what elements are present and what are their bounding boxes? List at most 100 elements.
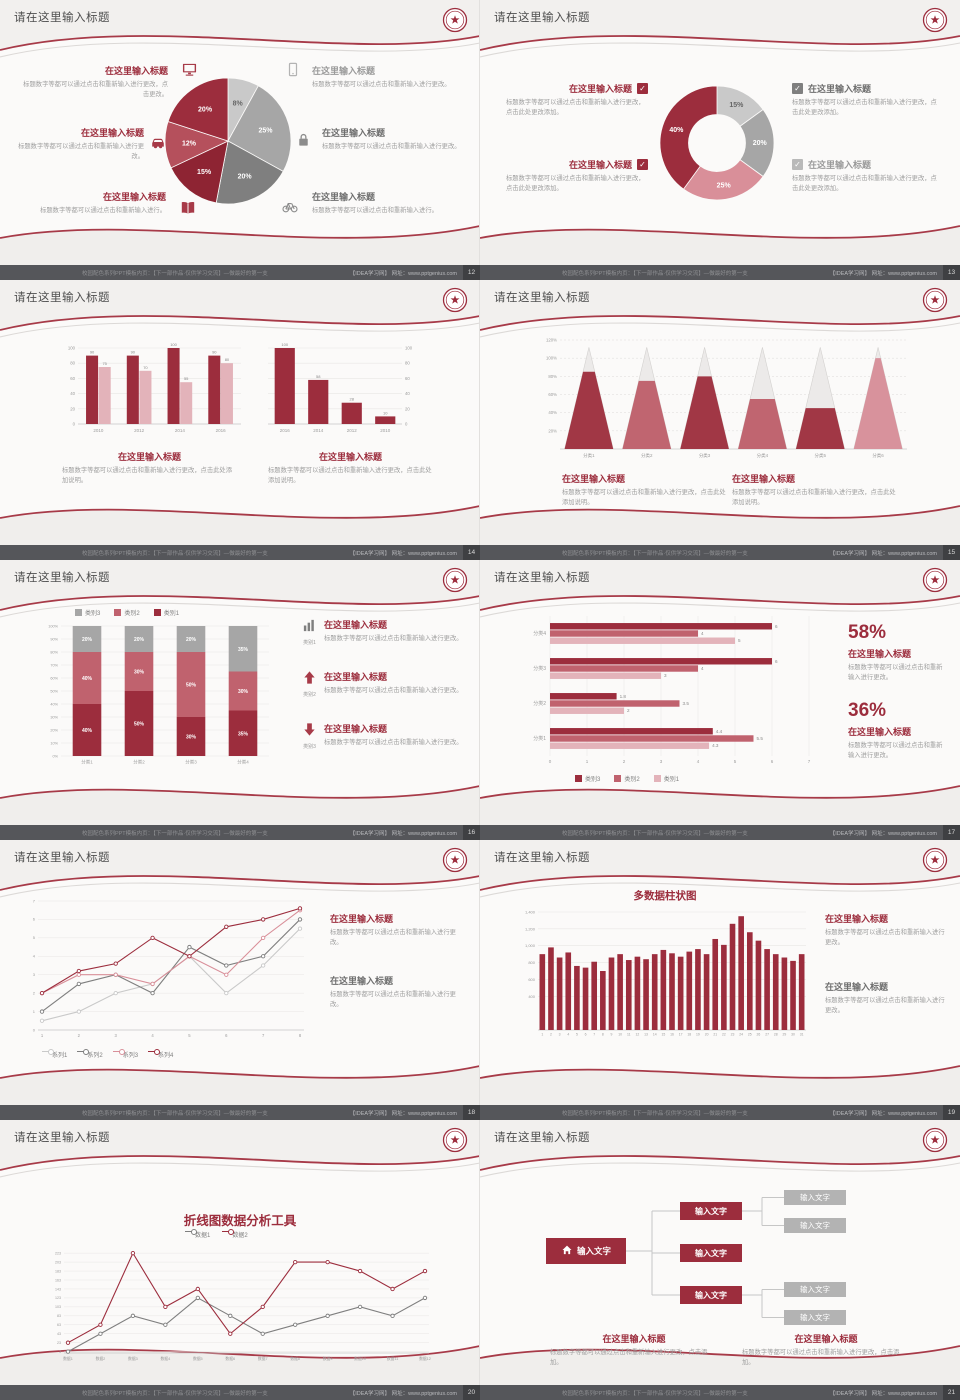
feature-icon-wrap: 类别1 [302, 618, 317, 646]
slide-17-hbar-stats: 请在这里输入标题 0 1 2 3 4 5 6 7 分类4 6 4 5 分类3 6 4 3 分类2 1.8 3.5 2 分… [479, 559, 960, 841]
svg-text:25%: 25% [717, 182, 732, 189]
svg-text:数据10: 数据10 [354, 1356, 366, 1361]
footer-right-text: 【IDEA学习网】 网址：www.pptgenius.com [829, 550, 937, 557]
svg-text:4: 4 [33, 954, 36, 959]
slide-footer: 校园配色系列PPT模板内页：【下一部作品·仅供学习交流】—做最好的第一支 【ID… [0, 825, 480, 840]
item-title: 在这里输入标题 [322, 128, 386, 138]
feature-item: 类别2 在这里输入标题 标题数字等都可以通过点击和重新输入进行更改。 [302, 670, 472, 698]
svg-text:3: 3 [115, 1033, 118, 1038]
legend-swatch [114, 609, 122, 616]
svg-text:2012: 2012 [347, 428, 358, 433]
item-title: 在这里输入标题 [324, 620, 388, 630]
svg-text:分类2: 分类2 [133, 759, 145, 766]
svg-text:100: 100 [405, 346, 413, 351]
svg-text:2014: 2014 [175, 428, 186, 433]
diagram-leaf-node: 输入文字 [784, 1190, 846, 1205]
svg-text:30%: 30% [186, 735, 197, 741]
school-seal-logo [922, 567, 948, 593]
item-title: 在这里输入标题 [80, 128, 144, 138]
svg-text:数据2: 数据2 [96, 1356, 106, 1361]
text-block: 在这里输入标题 标题数字等都可以通过点击和重新输入进行更改，点击此处添加说明。 [732, 472, 897, 508]
svg-text:28: 28 [774, 1033, 778, 1037]
feature-texts: 在这里输入标题 标题数字等都可以通过点击和重新输入进行更改。 [324, 670, 463, 696]
block-text: 标题数字等都可以通过点击和重新输入进行更改，点击此处添加说明。 [732, 489, 896, 506]
page-number: 14 [463, 545, 480, 560]
footer-left-text: 校园配色系列PPT模板内页：【下一部作品·仅供学习交流】—做最好的第一支 [81, 1110, 268, 1117]
item-title: 在这里输入标题 [104, 66, 168, 76]
node-label: 输入文字 [800, 1313, 830, 1322]
svg-text:4.3: 4.3 [712, 743, 719, 748]
donut-right-item: 在这里输入标题 标题数字等都可以通过点击和重新输入进行更改，点击此处更改添加。 [792, 82, 938, 118]
legend-swatch [653, 775, 661, 782]
svg-text:数据8: 数据8 [290, 1356, 300, 1361]
svg-text:15: 15 [661, 1033, 665, 1037]
svg-text:5.5: 5.5 [757, 736, 764, 741]
item-text: 标题数字等都可以通过点击和重新输入进行更改，点击此处更改添加。 [792, 175, 937, 192]
diagram-connectors [626, 1197, 784, 1318]
svg-text:分类5: 分类5 [814, 452, 826, 459]
svg-text:5: 5 [188, 1033, 191, 1038]
svg-text:203: 203 [55, 1260, 61, 1264]
svg-text:分类1: 分类1 [81, 759, 93, 766]
chart-legend: 系列1 系列2 系列3 系列4 [42, 1049, 173, 1059]
svg-text:100: 100 [281, 342, 288, 347]
item-text: 标题数字等都可以通过点击和重新输入进行更改，点击此处更改添加。 [792, 99, 937, 116]
node-label: 输入文字 [800, 1193, 830, 1202]
svg-text:40%: 40% [50, 703, 58, 707]
feature-icon-wrap: 类别3 [302, 722, 317, 750]
svg-text:223: 223 [55, 1251, 61, 1255]
svg-text:10: 10 [383, 410, 388, 415]
diagram-leaf-node: 输入文字 [784, 1218, 846, 1233]
home-icon [561, 1244, 573, 1258]
svg-text:数据6: 数据6 [225, 1356, 235, 1361]
slide-header-title: 请在这里输入标题 [494, 572, 590, 584]
legend-item: 类别3 [575, 774, 600, 783]
donut-right-item: 在这里输入标题 标题数字等都可以通过点击和重新输入进行更改，点击此处更改添加。 [792, 158, 938, 194]
slide-16-stacked-bars: 请在这里输入标题 类别3 类别2 类别1 0% 10% 20% 30% 40% 50% 60… [0, 559, 481, 841]
svg-text:5: 5 [576, 1033, 578, 1037]
bar-chart-icon [302, 619, 317, 637]
svg-text:14: 14 [653, 1033, 657, 1037]
legend-label: 类别1 [163, 611, 180, 617]
svg-text:2: 2 [623, 759, 626, 764]
grouped-bar-chart: 0 20 40 60 80 100 2010 90 75 2012 90 70 2014 100 55 201… [68, 342, 241, 433]
donut-chart: 15% 20% 25% 40% [659, 85, 775, 201]
svg-text:43: 43 [57, 1332, 61, 1336]
svg-text:30%: 30% [238, 689, 249, 695]
svg-text:8: 8 [602, 1033, 604, 1037]
svg-text:80%: 80% [50, 651, 58, 655]
svg-text:26: 26 [757, 1033, 761, 1037]
stat-value: 36% [848, 700, 887, 721]
school-seal-logo [922, 7, 948, 33]
item-title: 在这里输入标题 [568, 84, 632, 94]
svg-text:25%: 25% [259, 127, 274, 134]
svg-text:分类3: 分类3 [533, 665, 546, 672]
svg-text:103: 103 [55, 1305, 61, 1309]
svg-text:20%: 20% [548, 428, 557, 433]
slide-header-title: 请在这里输入标题 [14, 292, 110, 304]
legend-label: 数据1 [195, 1233, 211, 1239]
item-text: 标题数字等都可以通过点击和重新输入进行更改，点击此处更改添加。 [506, 175, 645, 192]
pie-left-item: 在这里输入标题 标题数字等都可以通过点击和重新输入进行更改，点击更改。 [20, 64, 168, 100]
svg-text:0: 0 [405, 422, 408, 427]
feature-item: 类别3 在这里输入标题 标题数字等都可以通过点击和重新输入进行更改。 [302, 722, 472, 750]
svg-text:28: 28 [350, 397, 355, 402]
footer-right-text: 【IDEA学习网】 网址：www.pptgenius.com [829, 270, 937, 277]
slide-header-title: 请在这里输入标题 [494, 292, 590, 304]
block-title: 在这里输入标题 [330, 914, 394, 924]
text-block: 在这里输入标题 标题数字等都可以通过点击和重新输入进行更改。 [330, 912, 462, 948]
item-text: 标题数字等都可以通过点击和重新输入进行。 [312, 207, 438, 214]
legend-item: 类别2 [114, 608, 140, 617]
pie-right-item: 在这里输入标题 标题数字等都可以通过点击和重新输入进行更改。 [312, 64, 462, 90]
svg-text:1: 1 [41, 1033, 44, 1038]
block-text: 标题数字等都可以通过点击和重新输入进行更改，点击此处添加说明。 [62, 467, 233, 484]
svg-text:2010: 2010 [93, 428, 104, 433]
legend-label: 类别3 [85, 611, 101, 617]
svg-text:6: 6 [771, 759, 774, 764]
checkbox-icon [637, 159, 648, 170]
svg-text:60%: 60% [50, 677, 58, 681]
svg-text:58: 58 [316, 374, 321, 379]
slide-footer: 校园配色系列PPT模板内页：【下一部作品·仅供学习交流】—做最好的第一支 【ID… [0, 545, 480, 560]
svg-text:90: 90 [90, 350, 95, 355]
